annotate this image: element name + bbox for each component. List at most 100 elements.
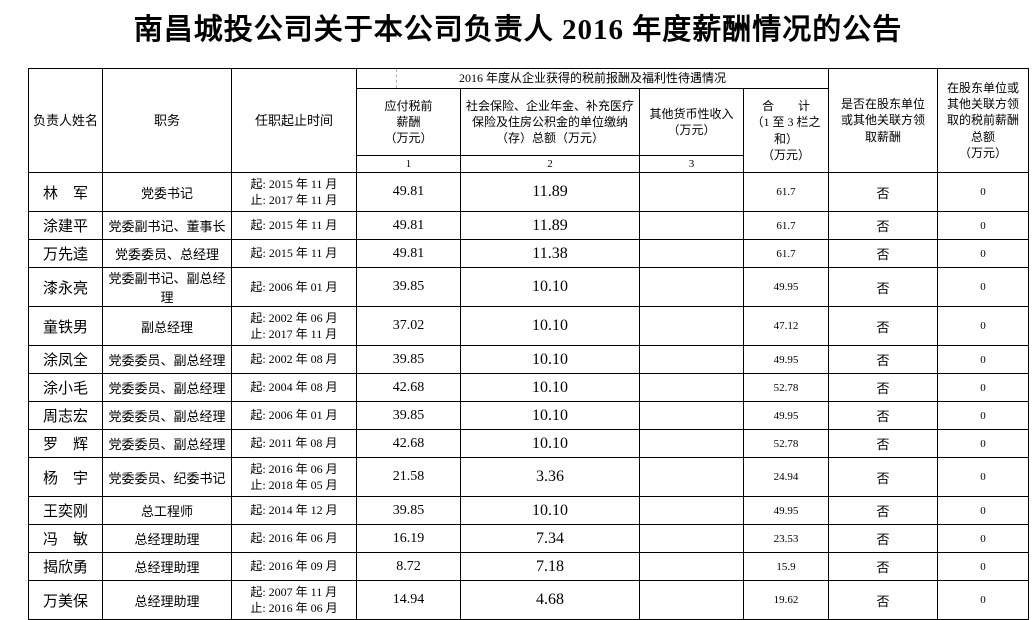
- term-cell: 起: 2016 年 06 月止: 2018 年 05 月: [231, 457, 357, 497]
- table-row: 杨 宇党委委员、纪委书记 起: 2016 年 06 月止: 2018 年 05 月…: [28, 457, 1030, 497]
- position-cell: 党委副书记、副总经理: [102, 267, 232, 307]
- total-cell: 19.62: [742, 580, 830, 620]
- term-dates: 起: 2007 年 11 月止: 2016 年 06 月: [250, 584, 337, 616]
- header-position: 职务: [102, 68, 232, 173]
- term-start: 起: 2006 年 01 月: [250, 279, 338, 294]
- term-dates: 起: 2016 年 06 月止: 2018 年 05 月: [250, 461, 337, 493]
- pretax-salary-cell: 49.81: [356, 211, 461, 240]
- header-term: 任职起止时间: [231, 68, 357, 173]
- header-social-insurance: 社会保险、企业年金、补充医疗 保险及住房公积金的单位缴纳 （存）总额（万元）: [460, 88, 640, 156]
- position-cell: 总经理助理: [102, 552, 232, 581]
- social-insurance-cell: 10.10: [460, 345, 640, 374]
- pretax-salary-cell: 14.94: [356, 580, 461, 620]
- term-dates: 起: 2015 年 11 月止: 2017 年 11 月: [251, 176, 338, 208]
- term-start: 起: 2002 年 06 月: [250, 310, 338, 325]
- term-end: 止: 2018 年 05 月: [250, 478, 338, 492]
- other-income-cell: [639, 345, 744, 374]
- other-income-cell: [639, 211, 744, 240]
- position-cell: 总经理助理: [102, 580, 232, 620]
- pretax-salary-cell: 8.72: [356, 552, 461, 581]
- page-title: 南昌城投公司关于本公司负责人 2016 年度薪酬情况的公告: [133, 14, 903, 46]
- table-row: 林 军党委书记 起: 2015 年 11 月止: 2017 年 11 月 49.81…: [28, 172, 1030, 212]
- position-cell: 党委副书记、董事长: [102, 211, 232, 240]
- other-income-cell: [639, 172, 744, 212]
- name-cell: 童铁男: [28, 306, 103, 346]
- position-cell: 党委委员、副总经理: [102, 373, 232, 402]
- total-cell: 24.94: [742, 457, 830, 497]
- shareholder-amount-cell: 0: [937, 373, 1030, 402]
- term-cell: 起: 2015 年 11 月: [231, 211, 357, 240]
- position-cell: 党委委员、纪委书记: [102, 457, 232, 497]
- position-cell: 党委书记: [102, 172, 232, 212]
- name-cell: 罗 辉: [28, 429, 103, 458]
- term-dates: 起: 2016 年 06 月: [250, 530, 337, 546]
- name-cell: 冯 敏: [28, 524, 103, 553]
- name-cell: 漆永亮: [28, 267, 103, 307]
- name-cell: 揭欣勇: [28, 552, 103, 581]
- term-start: 起: 2004 年 08 月: [250, 380, 338, 395]
- term-start: 起: 2006 年 01 月: [250, 408, 338, 423]
- social-insurance-cell: 11.89: [460, 172, 640, 212]
- pretax-salary-cell: 39.85: [356, 267, 461, 307]
- name-cell: 涂小毛: [28, 373, 103, 402]
- social-insurance-cell: 7.18: [460, 552, 640, 581]
- total-cell: 49.95: [742, 401, 830, 430]
- other-income-cell: [639, 401, 744, 430]
- shareholder-amount-cell: 0: [937, 211, 1030, 240]
- total-cell: 52.78: [742, 373, 830, 402]
- term-dates: 起: 2014 年 12 月: [250, 502, 337, 518]
- other-income-cell: [639, 306, 744, 346]
- term-start: 起: 2015 年 11 月: [250, 176, 338, 191]
- term-start: 起: 2016 年 09 月: [250, 559, 338, 574]
- header-column-number-3: 3: [639, 155, 744, 173]
- total-cell: 49.95: [742, 496, 830, 525]
- term-end: 止: 2016 年 06 月: [250, 601, 338, 615]
- table-row: 涂小毛 党委委员、副总经理 起: 2004 年 08 月 42.68 10.10 52.7…: [28, 373, 1030, 402]
- term-dates: 起: 2006 年 01 月: [250, 279, 337, 295]
- other-income-cell: [639, 496, 744, 525]
- other-income-cell: [639, 457, 744, 497]
- table-row: 万先逵 党委委员、总经理 起: 2015 年 11 月 49.81 11.38 61.7 否…: [28, 239, 1030, 268]
- pretax-salary-cell: 21.58: [356, 457, 461, 497]
- total-cell: 23.53: [742, 524, 830, 553]
- total-cell: 61.7: [742, 211, 830, 240]
- term-start: 起: 2015 年 11 月: [250, 218, 338, 233]
- pretax-salary-cell: 42.68: [356, 373, 461, 402]
- term-start: 起: 2002 年 08 月: [250, 352, 338, 367]
- social-insurance-cell: 3.36: [460, 457, 640, 497]
- term-dates: 起: 2006 年 01 月: [250, 407, 337, 423]
- term-start: 起: 2016 年 06 月: [250, 461, 338, 476]
- term-cell: 起: 2015 年 11 月: [231, 239, 357, 268]
- other-income-cell: [639, 552, 744, 581]
- term-dates: 起: 2015 年 11 月: [251, 217, 338, 233]
- other-income-cell: [639, 373, 744, 402]
- term-end: 止: 2017 年 11 月: [250, 327, 338, 341]
- other-income-cell: [639, 239, 744, 268]
- term-dates: 起: 2016 年 09 月: [250, 558, 337, 574]
- total-cell: 15.9: [742, 552, 830, 581]
- header-compensation-group: 2016 年度从企业获得的税前报酬及福利性待遇情况: [355, 68, 830, 89]
- total-cell: 47.12: [742, 306, 830, 346]
- shareholder-paid-cell: 否: [828, 552, 939, 581]
- shareholder-amount-cell: 0: [937, 239, 1030, 268]
- term-dates: 起: 2002 年 08 月: [250, 351, 337, 367]
- other-income-cell: [639, 580, 744, 620]
- term-start: 起: 2007 年 11 月: [250, 584, 338, 599]
- shareholder-paid-cell: 否: [828, 401, 939, 430]
- shareholder-paid-cell: 否: [828, 211, 939, 240]
- term-cell: 起: 2002 年 08 月: [231, 345, 357, 374]
- other-income-cell: [639, 524, 744, 553]
- pretax-salary-cell: 49.81: [356, 172, 461, 212]
- total-cell: 49.95: [742, 345, 830, 374]
- term-cell: 起: 2004 年 08 月: [231, 373, 357, 402]
- social-insurance-cell: 11.38: [460, 239, 640, 268]
- salary-table: 负责人姓名 职务 任职起止时间 2016 年度从企业获得的税前报酬及福利性待遇情…: [28, 68, 1030, 620]
- pretax-salary-cell: 16.19: [356, 524, 461, 553]
- shareholder-paid-cell: 否: [828, 429, 939, 458]
- shareholder-paid-cell: 否: [828, 306, 939, 346]
- shareholder-paid-cell: 否: [828, 172, 939, 212]
- social-insurance-cell: 4.68: [460, 580, 640, 620]
- term-dates: 起: 2004 年 08 月: [250, 379, 337, 395]
- social-insurance-cell: 10.10: [460, 373, 640, 402]
- header-shareholder-amount: 在股东单位或 其他关联方领 取的税前薪酬 总额 （万元）: [937, 68, 1030, 173]
